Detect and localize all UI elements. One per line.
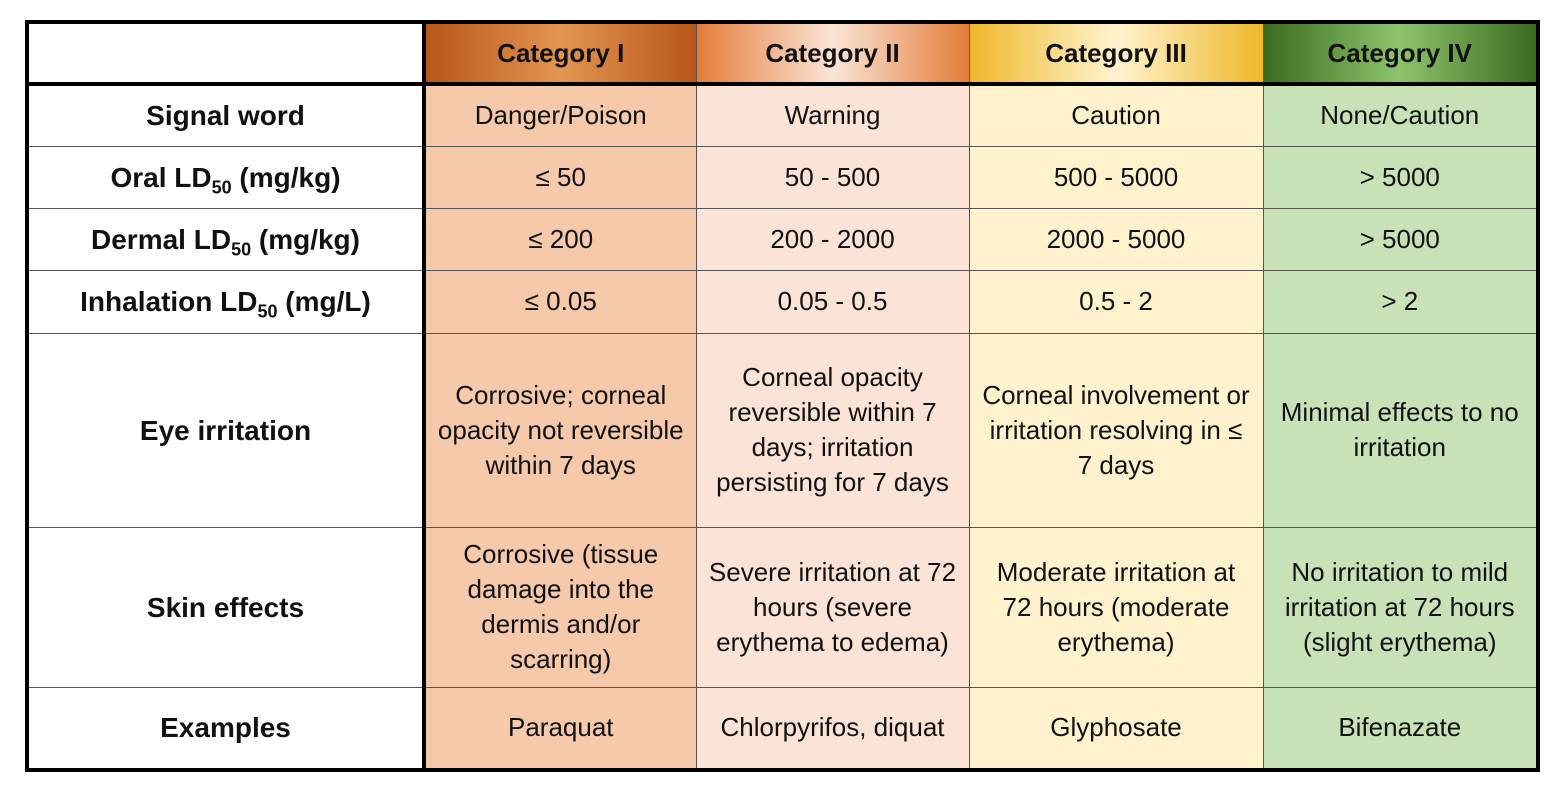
row-label: Examples: [26, 686, 426, 771]
table-cell: 2000 - 5000: [968, 207, 1264, 271]
label-text: Dermal LD: [91, 223, 232, 255]
label-text: Inhalation LD: [80, 286, 258, 317]
table-cell: 50 - 500: [695, 145, 970, 209]
toxicity-table: Category I Category II Category III Categor…: [25, 20, 1540, 772]
table-cell: 200 - 2000: [695, 207, 970, 271]
column-header: Category I: [423, 21, 697, 86]
blank-cell: [26, 21, 426, 86]
table-row: Oral LD50 (mg/kg) ≤ 50 50 - 500 500 - 5000 >…: [26, 145, 1539, 209]
column-header: Category IV: [1262, 21, 1539, 86]
table-cell: > 5000: [1262, 207, 1539, 271]
table-cell: 0.05 - 0.5: [695, 269, 970, 334]
label-text: Signal word: [146, 100, 305, 132]
header-row: Category I Category II Category III Categor…: [26, 21, 1539, 86]
row-label: Eye irritation: [26, 332, 426, 528]
row-label: Oral LD50 (mg/kg): [26, 145, 426, 209]
table-cell: Paraquat: [423, 686, 697, 771]
table-cell: Bifenazate: [1262, 686, 1539, 771]
table-cell: Danger/Poison: [423, 83, 697, 147]
table-row: Dermal LD50 (mg/kg) ≤ 200 200 - 2000 2000 -…: [26, 207, 1539, 271]
table-cell: Corrosive (tissue damage into the dermis…: [423, 526, 697, 688]
table-cell: Corneal involvement or irritation resolv…: [968, 332, 1264, 528]
row-label: Signal word: [26, 83, 426, 147]
table-row: Signal word Danger/Poison Warning Caution No…: [26, 83, 1539, 147]
row-label: Skin effects: [26, 526, 426, 688]
label-text: Eye irritation: [139, 414, 312, 446]
label-text: (mg/L): [277, 286, 371, 317]
table-cell: Minimal effects to no irritation: [1262, 332, 1539, 528]
table-cell: 500 - 5000: [968, 145, 1264, 209]
table-cell: Corrosive; corneal opacity not reversibl…: [423, 332, 697, 528]
table-cell: Glyphosate: [968, 686, 1264, 771]
table-cell: Chlorpyrifos, diquat: [695, 686, 970, 771]
table-row: Eye irritation Corrosive; corneal opacity…: [26, 332, 1539, 528]
table-cell: Corneal opacity reversible within 7 days…: [695, 332, 970, 528]
row-label: Inhalation LD50 (mg/L): [26, 269, 426, 334]
table-cell: Warning: [695, 83, 970, 147]
subscript: 50: [211, 177, 232, 198]
label-text: Skin effects: [146, 591, 305, 623]
table-cell: 0.5 - 2: [968, 269, 1264, 334]
table-cell: ≤ 200: [423, 207, 697, 271]
column-header: Category II: [695, 21, 970, 86]
table-cell: Severe irritation at 72 hours (severe er…: [695, 526, 970, 688]
table-cell: None/Caution: [1262, 83, 1539, 147]
table-cell: Caution: [968, 83, 1264, 147]
subscript: 50: [231, 239, 252, 260]
table-row: Skin effects Corrosive (tissue damage int…: [26, 526, 1539, 688]
table-cell: ≤ 50: [423, 145, 697, 209]
row-label: Dermal LD50 (mg/kg): [26, 207, 426, 271]
table-row: Examples Paraquat Chlorpyrifos, diquat Glyp…: [26, 686, 1539, 771]
label-text: (mg/kg): [251, 223, 360, 255]
label-text: Examples: [160, 712, 291, 744]
label-text: (mg/kg): [231, 161, 341, 193]
table-row: Inhalation LD50 (mg/L) ≤ 0.05 0.05 - 0.5 0.…: [26, 269, 1539, 334]
column-header: Category III: [968, 21, 1264, 86]
table-cell: > 2: [1262, 269, 1539, 334]
label-text: Oral LD: [110, 161, 212, 193]
table-body: Signal word Danger/Poison Warning Caution No…: [26, 83, 1539, 771]
table-cell: ≤ 0.05: [423, 269, 697, 334]
subscript: 50: [257, 301, 278, 322]
table-cell: No irritation to mild irritation at 72 h…: [1262, 526, 1539, 688]
table-cell: > 5000: [1262, 145, 1539, 209]
table-cell: Moderate irritation at 72 hours (moderat…: [968, 526, 1264, 688]
